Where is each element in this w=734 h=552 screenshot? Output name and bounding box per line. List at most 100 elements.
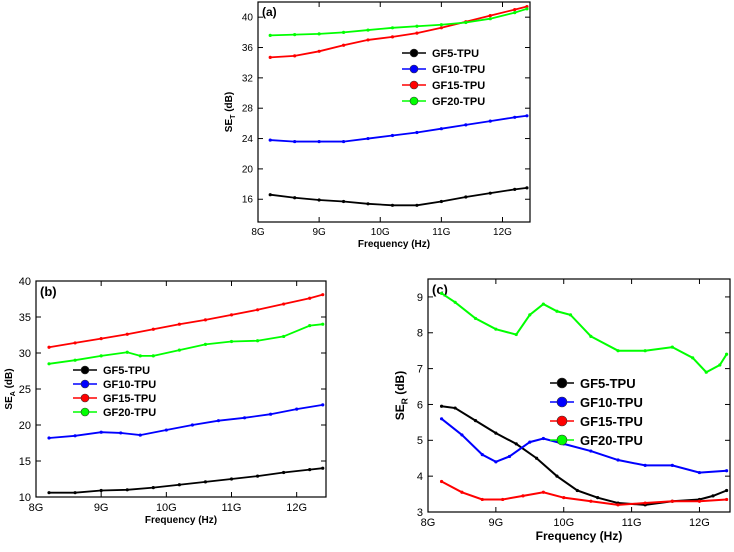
legend-entry: GF10-TPU <box>73 379 156 391</box>
data-point <box>125 350 129 354</box>
series-line <box>270 186 528 207</box>
data-point <box>439 199 443 204</box>
data-point <box>321 466 325 470</box>
legend-entry: GF5-TPU <box>73 365 150 377</box>
y-tick-label: 20 <box>242 164 254 175</box>
chart-panel-1: 8G 9G 10G 11G 12G 16 20 24 28 32 36 40 Frequency (Hz… <box>224 1 531 250</box>
data-point <box>321 293 325 297</box>
x-tick-label: 10G <box>156 502 177 514</box>
data-point <box>255 308 260 312</box>
data-point <box>534 456 539 460</box>
data-point <box>317 198 321 202</box>
y-axis-label-main: SE <box>393 404 407 420</box>
y-tick-label: 10 <box>19 492 31 504</box>
data-point <box>439 23 443 27</box>
data-point <box>616 503 620 507</box>
data-point <box>562 496 566 500</box>
series-line <box>270 5 528 59</box>
y-tick-label: 7 <box>417 363 423 375</box>
y-axis-label-subscript: R <box>400 398 410 404</box>
data-point <box>73 434 77 438</box>
x-tick-label: 10G <box>371 227 390 238</box>
data-point <box>255 339 260 343</box>
data-point <box>589 499 593 503</box>
data-point <box>282 470 286 475</box>
data-point <box>138 433 142 437</box>
series-gf10-tpu <box>47 403 325 440</box>
data-point <box>317 139 321 144</box>
data-point <box>568 313 573 317</box>
legend-entry: GF20-TPU <box>402 96 485 108</box>
legend-entry: GF15-TPU <box>402 80 485 92</box>
series-gf15-tpu <box>268 4 529 59</box>
data-point <box>528 313 532 317</box>
x-axis-label: Frequency (Hz) <box>358 239 430 250</box>
data-point <box>704 370 708 374</box>
data-point <box>293 139 297 144</box>
legend-entry: GF5-TPU <box>550 376 636 391</box>
legend-label: GF10-TPU <box>103 379 156 391</box>
legend-marker <box>80 365 90 375</box>
legend-label: GF15-TPU <box>432 80 485 92</box>
legend-marker <box>80 407 90 417</box>
data-point <box>268 138 272 142</box>
x-axis-label: Frequency (Hz) <box>145 515 217 526</box>
data-point <box>513 11 517 15</box>
data-point <box>643 349 647 353</box>
data-point <box>73 491 77 495</box>
series-line <box>49 467 323 494</box>
data-point <box>177 322 181 326</box>
y-tick-label: 6 <box>417 399 423 411</box>
data-point <box>390 35 395 39</box>
data-point <box>177 483 181 487</box>
data-point <box>697 499 702 503</box>
y-tick-label: 4 <box>417 471 423 483</box>
legend-label: GF5-TPU <box>432 48 479 60</box>
y-tick-label: 25 <box>19 384 31 396</box>
data-point <box>341 199 346 204</box>
data-point <box>415 130 419 135</box>
data-point <box>268 55 272 59</box>
y-axis-label-subscript: T <box>230 114 237 119</box>
legend-entry: GF10-TPU <box>402 64 485 76</box>
data-point <box>125 488 129 492</box>
series-gf5-tpu <box>268 186 529 207</box>
plot-frame <box>427 278 731 513</box>
data-point <box>390 203 395 207</box>
data-point <box>308 296 312 300</box>
data-point <box>589 449 593 453</box>
y-tick-label: 36 <box>242 43 254 54</box>
x-tick-label: 8G <box>421 517 436 529</box>
data-point <box>295 407 299 411</box>
data-point <box>616 458 620 462</box>
y-axis-label-main: SE <box>4 396 15 410</box>
series-gf20-tpu <box>47 322 325 366</box>
data-point <box>390 26 395 30</box>
data-point <box>47 345 51 349</box>
series-line <box>48 403 323 439</box>
data-point <box>460 433 464 437</box>
data-point <box>99 488 103 493</box>
data-point <box>494 327 498 331</box>
data-point <box>242 416 247 420</box>
data-point <box>282 302 286 306</box>
data-point <box>488 119 492 123</box>
data-point <box>507 454 512 459</box>
chart-panel-3: 8G 9G 10G 11G 12G 3 4 5 6 7 8 9 Frequency (Hz) SER (d… <box>393 278 731 543</box>
data-point <box>480 453 484 457</box>
data-point <box>47 436 51 440</box>
data-point <box>439 417 444 421</box>
data-point <box>203 318 208 322</box>
chart-panel-2: 8G 9G 10G 11G 12G 10 15 20 25 30 35 40 Frequency (Hz… <box>4 276 327 526</box>
series-line <box>270 114 528 143</box>
data-point <box>643 501 647 505</box>
legend-entry: GF20-TPU <box>550 433 643 448</box>
data-point <box>525 114 529 118</box>
series-gf5-tpu <box>47 466 325 495</box>
y-tick-label: 40 <box>19 276 31 288</box>
plot-frame <box>257 1 531 223</box>
data-point <box>616 349 620 353</box>
x-tick-label: 10G <box>553 517 574 529</box>
y-tick-label: 30 <box>19 348 31 360</box>
